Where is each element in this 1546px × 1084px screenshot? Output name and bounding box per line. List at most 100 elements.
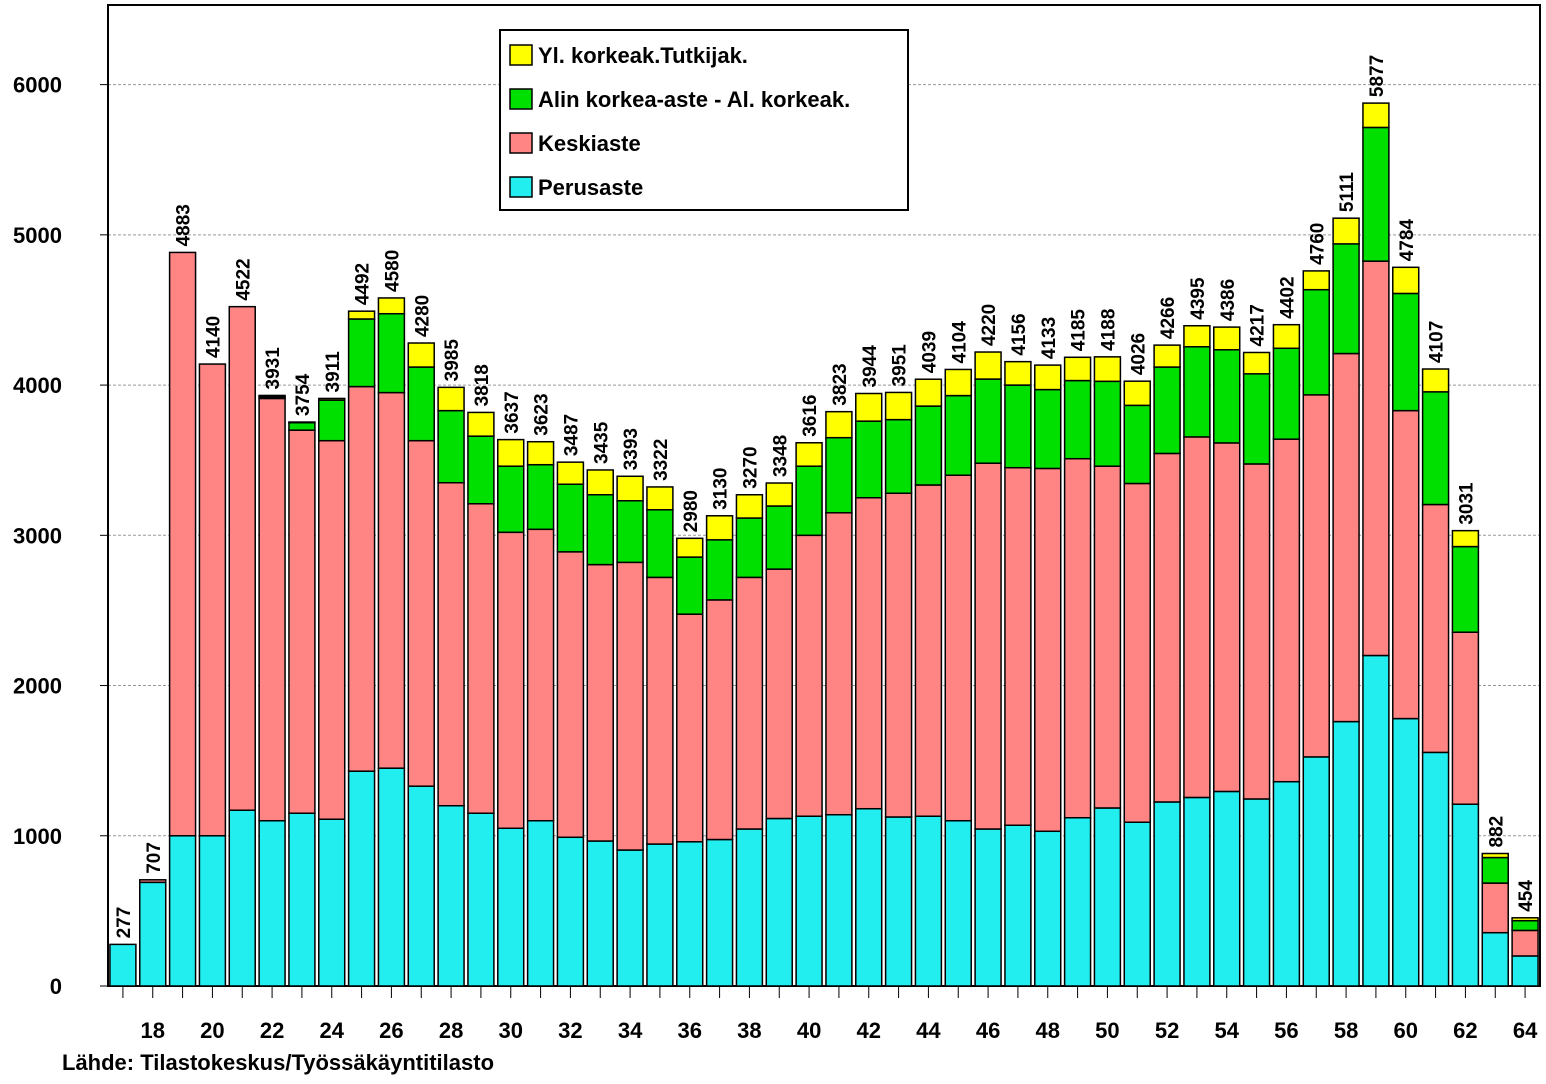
bar-segment bbox=[1511, 919, 1539, 932]
total-label: 4280 bbox=[412, 295, 433, 337]
bar-segment bbox=[467, 435, 495, 505]
bar-segment bbox=[944, 368, 972, 397]
bar-segment bbox=[1153, 452, 1181, 803]
bar-segment bbox=[974, 828, 1002, 987]
bar-segment bbox=[1511, 955, 1539, 987]
bar-segment bbox=[705, 539, 734, 601]
total-label: 3487 bbox=[561, 414, 582, 456]
bar-segment bbox=[944, 474, 972, 822]
bar-segment bbox=[407, 439, 435, 787]
bar-segment bbox=[318, 397, 346, 401]
total-label: 707 bbox=[144, 842, 165, 874]
bar-segment bbox=[1123, 821, 1151, 987]
bar-segment bbox=[407, 785, 435, 987]
bar-segment bbox=[1392, 409, 1420, 720]
total-label: 3985 bbox=[442, 339, 463, 382]
bar-segment bbox=[765, 817, 793, 987]
bar-segment bbox=[1034, 364, 1062, 391]
bar-segment bbox=[855, 420, 883, 499]
bar-segment bbox=[586, 469, 614, 496]
bar-segment bbox=[646, 843, 674, 987]
total-label: 882 bbox=[1486, 816, 1507, 848]
bar-segment bbox=[795, 442, 823, 467]
bar-segment bbox=[1242, 798, 1271, 987]
bar-segment bbox=[1272, 438, 1301, 783]
x-tick-label: 52 bbox=[1155, 1018, 1179, 1043]
bar-segment bbox=[1451, 545, 1480, 633]
total-label: 3435 bbox=[591, 421, 612, 464]
y-tick-label: 0 bbox=[50, 974, 62, 999]
total-label: 4217 bbox=[1248, 304, 1269, 346]
total-label: 4156 bbox=[1009, 313, 1030, 355]
bar-segment bbox=[467, 411, 495, 437]
bar-segment bbox=[437, 804, 465, 987]
bar-segment bbox=[1511, 917, 1539, 922]
bar-segment bbox=[1451, 631, 1480, 805]
bar-segment bbox=[497, 465, 525, 534]
total-label: 4133 bbox=[1039, 317, 1060, 359]
total-label: 3931 bbox=[263, 347, 284, 390]
total-label: 3270 bbox=[740, 446, 761, 488]
bar-segment bbox=[1123, 380, 1151, 407]
bar-segment bbox=[1302, 288, 1330, 396]
bar-segment bbox=[884, 492, 913, 818]
bar-segment bbox=[1063, 816, 1092, 987]
x-tick-label: 56 bbox=[1274, 1018, 1298, 1043]
total-label: 4188 bbox=[1098, 309, 1119, 351]
bar-segment bbox=[1004, 360, 1032, 386]
x-tick-label: 58 bbox=[1334, 1018, 1358, 1043]
bar-segment bbox=[377, 391, 406, 769]
bar-segment bbox=[258, 397, 286, 822]
bar-segment bbox=[168, 251, 197, 837]
x-tick-label: 38 bbox=[737, 1018, 761, 1043]
total-label: 4580 bbox=[382, 250, 403, 292]
bar-segment bbox=[884, 391, 913, 421]
bar-segment bbox=[1093, 465, 1122, 809]
bar-segment bbox=[974, 462, 1002, 830]
bar-segment bbox=[914, 378, 943, 407]
total-label: 2980 bbox=[681, 490, 702, 532]
bar-segment bbox=[855, 392, 883, 422]
bar-segment bbox=[198, 835, 227, 987]
bar-segment bbox=[825, 410, 853, 439]
bar-segment bbox=[1063, 356, 1092, 382]
bar-segment bbox=[765, 568, 793, 820]
bar-segment bbox=[1421, 503, 1450, 754]
bar-segment bbox=[765, 482, 793, 507]
bar-segment bbox=[825, 512, 853, 816]
bar-segment bbox=[884, 418, 913, 494]
bar-segment bbox=[1332, 352, 1360, 723]
total-label: 4395 bbox=[1188, 277, 1209, 320]
bar-segment bbox=[1183, 324, 1211, 348]
total-label: 4760 bbox=[1307, 223, 1328, 265]
bar-segment bbox=[1511, 929, 1539, 957]
total-label: 3823 bbox=[830, 363, 851, 405]
bar-segment bbox=[497, 531, 525, 830]
y-tick-label: 2000 bbox=[13, 674, 62, 699]
legend-label: Perusaste bbox=[538, 175, 643, 200]
bar-segment bbox=[1392, 292, 1420, 412]
bar-segment bbox=[497, 438, 525, 467]
bar-segment bbox=[1153, 801, 1181, 987]
bar-segment bbox=[1034, 388, 1062, 470]
bar-segment bbox=[1362, 654, 1390, 987]
total-label: 4185 bbox=[1069, 309, 1090, 352]
bar-segment bbox=[1421, 391, 1450, 506]
x-tick-label: 64 bbox=[1513, 1018, 1538, 1043]
bar-segment bbox=[1183, 796, 1211, 987]
bar-segment bbox=[765, 505, 793, 570]
bar-segment bbox=[795, 465, 823, 537]
x-tick-label: 60 bbox=[1394, 1018, 1418, 1043]
total-label: 3616 bbox=[800, 394, 821, 436]
bar-segment bbox=[1153, 366, 1181, 455]
x-tick-label: 26 bbox=[379, 1018, 403, 1043]
legend: Yl. korkeak.Tutkijak. Alin korkea-aste - … bbox=[499, 29, 909, 211]
bar-segment bbox=[109, 943, 137, 987]
bar-segment bbox=[1242, 463, 1271, 800]
bar-segment bbox=[556, 836, 585, 987]
total-label: 4402 bbox=[1277, 276, 1298, 318]
total-label: 4107 bbox=[1427, 321, 1448, 363]
bar-segment bbox=[556, 461, 585, 485]
bar-segment bbox=[467, 812, 495, 987]
bar-segment bbox=[974, 351, 1002, 380]
